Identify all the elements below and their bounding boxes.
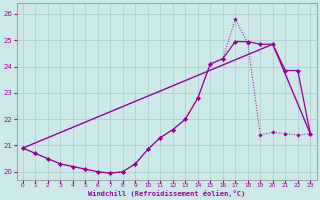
X-axis label: Windchill (Refroidissement éolien,°C): Windchill (Refroidissement éolien,°C): [88, 190, 245, 197]
